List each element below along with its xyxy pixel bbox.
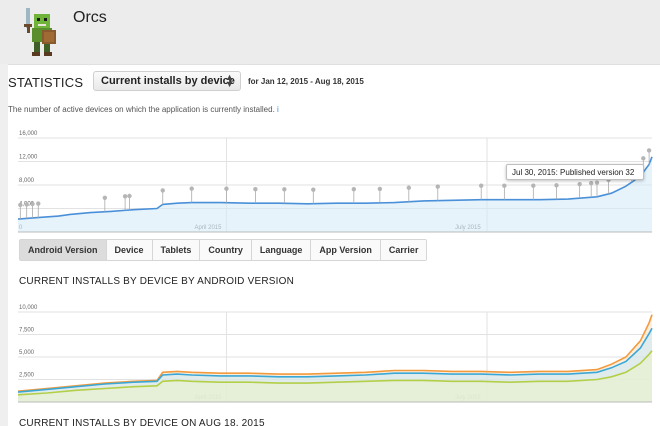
release-marker xyxy=(30,201,35,207)
release-marker xyxy=(641,156,646,161)
release-marker xyxy=(102,195,108,200)
release-marker xyxy=(127,193,132,199)
section-title: CURRENT INSTALLS BY DEVICE BY ANDROID VE… xyxy=(19,276,294,287)
tab-device[interactable]: Device xyxy=(106,240,153,260)
release-marker xyxy=(577,181,582,187)
release-marker xyxy=(189,186,194,191)
release-marker xyxy=(594,180,600,185)
info-link[interactable]: i xyxy=(277,105,279,114)
release-marker xyxy=(351,187,357,192)
y-tick-label: 8,000 xyxy=(19,178,35,184)
date-range: for Jan 12, 2015 - Aug 18, 2015 xyxy=(248,77,364,86)
dimension-tabs: Android Version Device Tablets Country L… xyxy=(19,239,428,261)
release-marker xyxy=(253,187,258,192)
series-line xyxy=(17,327,653,393)
release-marker xyxy=(646,148,652,153)
release-marker xyxy=(554,183,559,188)
series-area xyxy=(18,156,652,232)
chart-description: The number of active devices on which th… xyxy=(8,105,279,114)
app-header: Orcs xyxy=(0,0,660,64)
description-text: The number of active devices on which th… xyxy=(8,105,275,114)
tab-carrier[interactable]: Carrier xyxy=(380,240,427,260)
section-title-device-date: CURRENT INSTALLS BY DEVICE ON AUG 18, 20… xyxy=(19,418,265,426)
release-marker xyxy=(531,183,536,188)
app-title: Orcs xyxy=(73,9,107,26)
tab-android-version[interactable]: Android Version xyxy=(20,240,107,260)
y-tick-label: 7,500 xyxy=(19,328,35,334)
series-line xyxy=(17,350,653,396)
release-marker xyxy=(311,187,316,192)
y-tick-label: 5,000 xyxy=(19,350,35,356)
release-marker xyxy=(160,188,165,193)
select-arrows-icon: ▲ ▼ xyxy=(225,72,234,89)
y-tick-label: 10,000 xyxy=(19,305,38,311)
metric-select[interactable]: Current installs by device ▲ ▼ xyxy=(93,71,241,91)
orc-warrior-icon xyxy=(24,8,56,56)
series-line xyxy=(17,156,653,220)
release-marker xyxy=(224,186,229,191)
metric-select-value: Current installs by device xyxy=(101,75,235,87)
tab-language[interactable]: Language xyxy=(251,240,312,260)
release-marker xyxy=(122,194,128,199)
release-marker xyxy=(478,183,484,188)
release-marker xyxy=(406,185,412,190)
release-marker xyxy=(435,184,440,189)
version-tooltip: Jul 30, 2015: Published version 32 xyxy=(506,164,644,180)
series-line xyxy=(17,314,653,392)
release-marker xyxy=(18,202,23,208)
release-marker xyxy=(24,202,29,207)
release-marker xyxy=(36,201,41,206)
tab-country[interactable]: Country xyxy=(200,240,252,260)
y-tick-label: 12,000 xyxy=(19,155,38,161)
statistics-label: STATISTICS xyxy=(8,75,84,90)
tab-tablets[interactable]: Tablets xyxy=(152,240,201,260)
tab-app-version[interactable]: App Version xyxy=(311,240,381,260)
release-marker xyxy=(282,187,287,192)
release-marker xyxy=(502,183,507,188)
release-marker xyxy=(589,181,594,186)
y-tick-label: 16,000 xyxy=(19,131,38,137)
series-area xyxy=(18,350,652,402)
y-tick-label: 2,500 xyxy=(19,373,35,379)
release-marker xyxy=(377,186,383,192)
